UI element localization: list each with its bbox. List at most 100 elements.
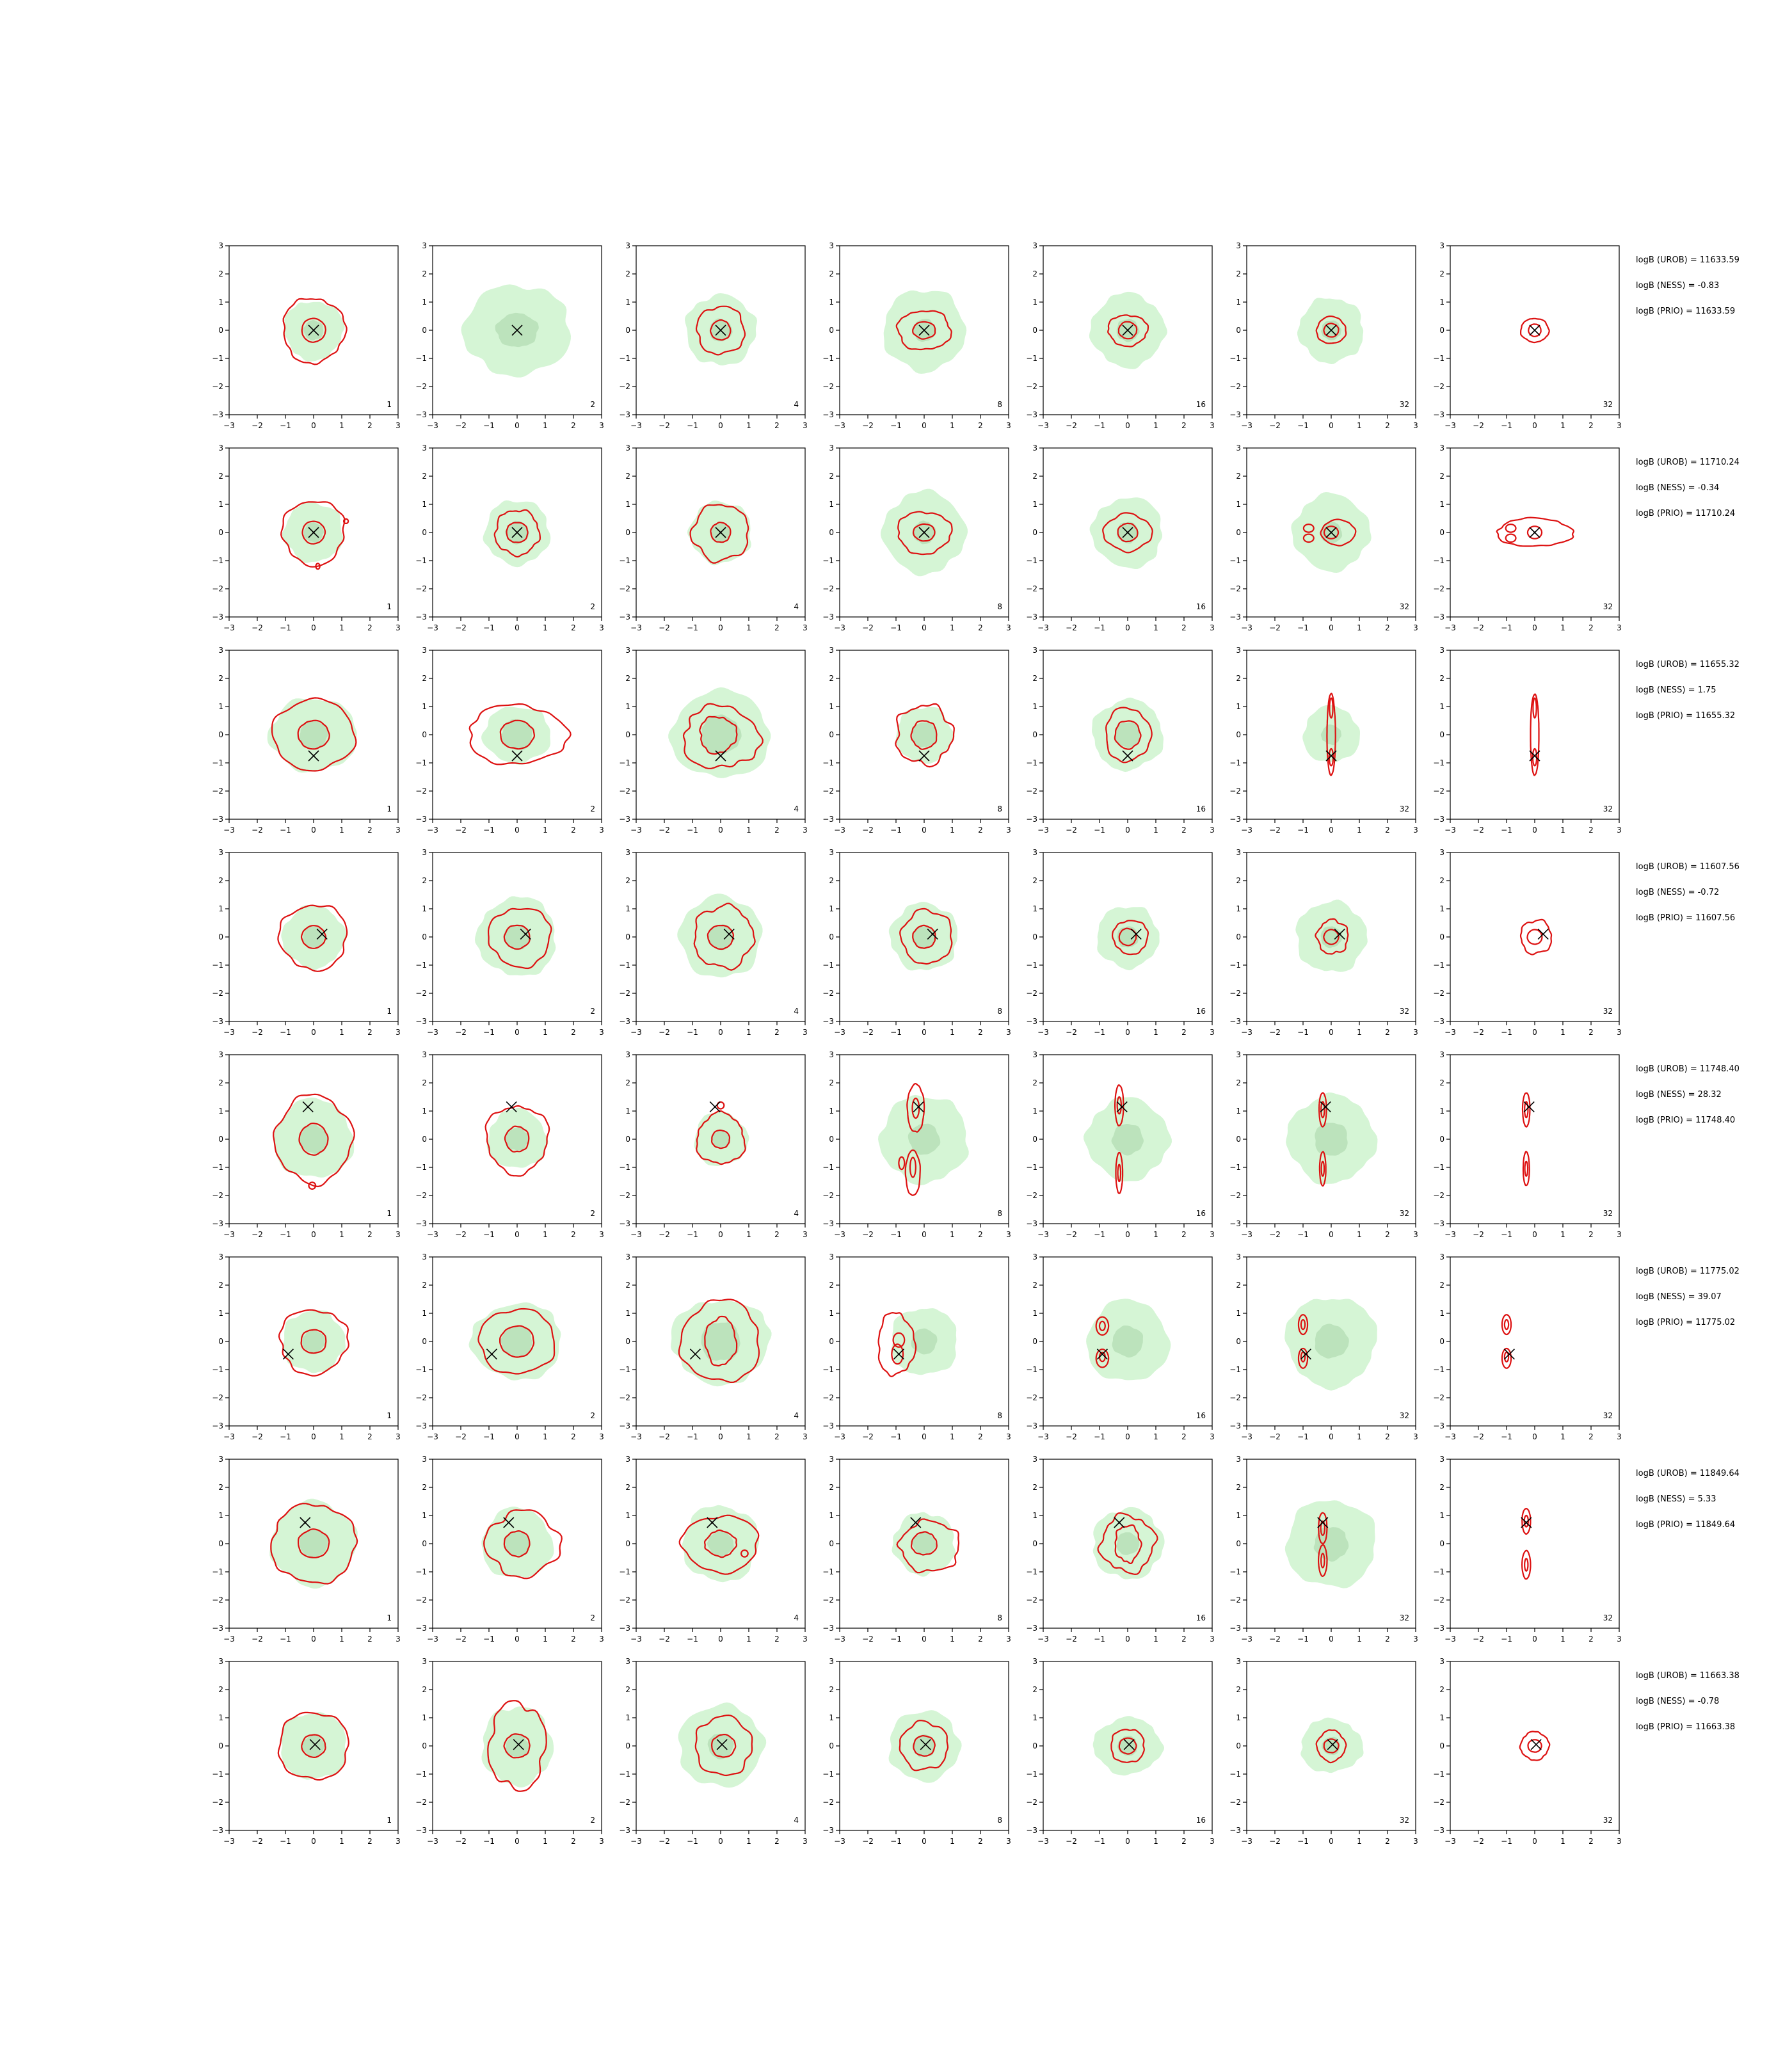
x-tick-label: −1 [1501, 826, 1512, 835]
y-tick-label: −1 [1229, 354, 1241, 363]
contour-line [277, 1711, 349, 1781]
y-tick-label: 1 [625, 298, 630, 307]
x-tick-label: −2 [862, 1230, 874, 1239]
y-tick-label: 3 [218, 646, 223, 655]
y-tick-label: 3 [625, 1252, 630, 1261]
x-tick-label: −3 [834, 1230, 845, 1239]
x-tick-label: −1 [1501, 623, 1512, 632]
y-tick-label: 0 [218, 1539, 223, 1548]
panel-count-label: 4 [794, 1007, 799, 1016]
panel-count-label: 32 [1400, 1209, 1409, 1218]
y-tick-label: −3 [1433, 612, 1444, 621]
x-tick-label: 3 [803, 1837, 808, 1846]
y-tick-label: 1 [1236, 1309, 1241, 1318]
x-tick-label: 0 [311, 1837, 316, 1846]
y-tick-label: −2 [1229, 989, 1241, 998]
panel-r5-c1: −3 −2 −1 0 1 2 3 −3 −2 −1 0 1 2 3 2 [415, 1252, 604, 1441]
density-core [300, 1530, 328, 1559]
x-tick-label: 1 [950, 1028, 955, 1037]
x-tick-label: 0 [1125, 1028, 1130, 1037]
y-tick-label: 3 [218, 1252, 223, 1261]
x-tick-label: 3 [1006, 1837, 1011, 1846]
x-tick-label: 2 [1588, 1635, 1594, 1644]
y-tick-label: 0 [422, 1135, 427, 1144]
panel-count-label: 4 [794, 602, 799, 611]
x-tick-label: −3 [1037, 1230, 1049, 1239]
y-tick-label: 2 [218, 876, 223, 885]
panel-r2-c6: −3 −2 −1 0 1 2 3 −3 −2 −1 0 1 2 3 32 [1433, 646, 1622, 835]
x-tick-label: −1 [280, 1837, 291, 1846]
y-tick-label: 1 [1439, 1309, 1444, 1318]
y-tick-label: 1 [218, 500, 223, 509]
y-tick-label: −3 [1229, 1421, 1241, 1430]
y-tick-label: 0 [218, 1135, 223, 1144]
contour-line [1320, 518, 1357, 547]
y-tick-label: 1 [1236, 500, 1241, 509]
x-tick-label: −1 [687, 1635, 698, 1644]
y-tick-label: −3 [1229, 1017, 1241, 1026]
x-tick-label: −1 [280, 1635, 291, 1644]
x-tick-label: 2 [978, 623, 983, 632]
y-tick-label: −1 [619, 1567, 630, 1576]
true-location-marker [1327, 1739, 1338, 1750]
y-tick-label: 2 [625, 876, 630, 885]
x-tick-label: −2 [659, 1028, 670, 1037]
x-tick-label: −2 [659, 1432, 670, 1441]
x-tick-label: 2 [367, 1230, 372, 1239]
x-tick-label: −2 [1473, 1028, 1484, 1037]
y-tick-label: 3 [1032, 241, 1037, 250]
contour-line [892, 1332, 906, 1348]
y-tick-label: −1 [1433, 1770, 1444, 1779]
y-tick-label: 2 [625, 1483, 630, 1492]
contour-line [911, 1098, 920, 1119]
x-tick-label: 0 [1329, 1635, 1334, 1644]
x-tick-label: −3 [1241, 1230, 1252, 1239]
contour-line [1526, 525, 1543, 540]
x-tick-label: −2 [1269, 826, 1281, 835]
x-tick-label: −2 [1066, 1028, 1077, 1037]
y-tick-label: −3 [1026, 1219, 1037, 1228]
y-tick-label: 1 [1439, 904, 1444, 913]
contour-line [910, 1531, 938, 1556]
contour-line [704, 1529, 737, 1558]
contour-line [1521, 1507, 1532, 1535]
x-tick-label: −3 [630, 1635, 642, 1644]
x-tick-label: 1 [1560, 1635, 1565, 1644]
y-tick-label: 3 [829, 1050, 834, 1059]
x-tick-label: 0 [515, 421, 520, 430]
panel-count-label: 2 [590, 1411, 595, 1420]
x-tick-label: 3 [396, 826, 401, 835]
contour-line [694, 1714, 753, 1777]
x-tick-label: 0 [1532, 1837, 1537, 1846]
y-tick-label: −2 [1433, 1393, 1444, 1402]
y-tick-label: 1 [1439, 702, 1444, 711]
x-tick-label: −2 [1066, 1432, 1077, 1441]
true-location-marker [918, 324, 930, 336]
y-tick-label: 1 [625, 1511, 630, 1520]
contour-line [1503, 1319, 1510, 1331]
log-evidence-label: logB (NESS) = 39.07 [1636, 1292, 1722, 1302]
y-tick-label: 0 [625, 1337, 630, 1346]
true-location-marker [1325, 527, 1337, 538]
y-tick-label: 1 [829, 1107, 834, 1116]
panel-r2-c5: −3 −2 −1 0 1 2 3 −3 −2 −1 0 1 2 3 32 [1229, 646, 1418, 835]
y-tick-label: −3 [619, 1826, 630, 1835]
y-tick-label: −3 [822, 1624, 834, 1633]
y-tick-label: 3 [1236, 444, 1241, 452]
log-evidence-label: logB (NESS) = 5.33 [1636, 1494, 1716, 1504]
y-tick-label: 1 [218, 1713, 223, 1722]
x-tick-label: 3 [599, 421, 604, 430]
contour-line [1524, 1101, 1529, 1119]
y-tick-label: −2 [1026, 382, 1037, 391]
x-tick-label: −2 [252, 1028, 263, 1037]
panel-count-label: 16 [1196, 1007, 1206, 1016]
contour-line [1519, 918, 1553, 956]
y-tick-label: 2 [1439, 1685, 1444, 1694]
y-tick-label: 0 [829, 528, 834, 537]
true-location-marker [513, 1739, 524, 1750]
y-tick-label: 0 [829, 1337, 834, 1346]
panel-r2-c4: −3 −2 −1 0 1 2 3 −3 −2 −1 0 1 2 3 16 [1026, 646, 1215, 835]
x-tick-label: −2 [455, 1837, 467, 1846]
x-tick-label: 1 [339, 1635, 344, 1644]
panel-r6-c2: −3 −2 −1 0 1 2 3 −3 −2 −1 0 1 2 3 4 [619, 1455, 808, 1644]
